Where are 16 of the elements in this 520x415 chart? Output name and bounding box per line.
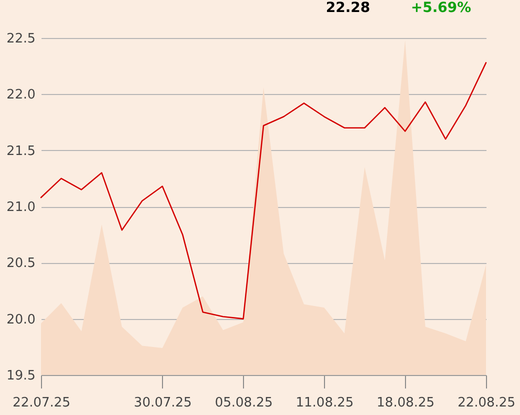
x-tick-label: 18.08.25 [376,396,435,410]
x-tick-label: 30.07.25 [134,396,192,410]
x-tick-label: 22.08.25 [458,396,516,410]
x-tick-label: 11.08.25 [296,396,354,410]
x-tick-label: 05.08.25 [214,396,273,410]
y-tick-label: 21.0 [6,200,36,215]
y-tick-label: 22.0 [6,88,36,103]
x-tick-label: 22.07.25 [12,396,70,410]
y-tick-label: 20.0 [6,312,36,328]
y-tick-label: 19.5 [6,368,36,384]
y-tick-label: 21.5 [6,144,36,159]
y-tick-label: 20.5 [6,256,36,272]
text: 22.28 [326,0,370,16]
text: +5.69% [410,0,472,16]
line-series [40,62,487,320]
y-tick-label: 22.5 [6,32,36,46]
